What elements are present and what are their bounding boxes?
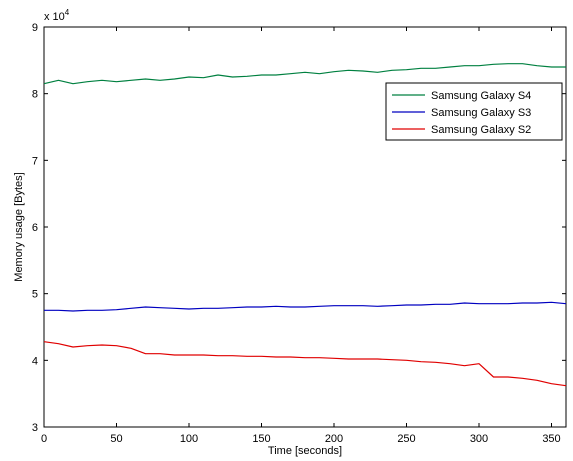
x-tick-label: 250 bbox=[397, 433, 415, 445]
legend-label-s3: Samsung Galaxy S3 bbox=[431, 107, 531, 119]
x-tick-label: 200 bbox=[325, 433, 343, 445]
series-lines bbox=[43, 63, 567, 387]
y-exponent-base: x 10 bbox=[44, 11, 65, 23]
y-tick-label: 7 bbox=[32, 155, 38, 167]
axis-ticks: 0 50 100 150 200 250 300 350 3 4 5 6 7 8 9 bbox=[32, 22, 566, 445]
y-tick-label: 5 bbox=[32, 289, 38, 301]
series-line-2 bbox=[44, 301, 567, 312]
legend: Samsung Galaxy S4 Samsung Galaxy S3 Sams… bbox=[385, 82, 563, 141]
x-tick-label: 350 bbox=[542, 433, 560, 445]
y-tick-label: 4 bbox=[32, 355, 38, 367]
x-tick-label: 300 bbox=[470, 433, 488, 445]
legend-label-s4: Samsung Galaxy S4 bbox=[431, 90, 531, 102]
y-exponent-power: 4 bbox=[65, 8, 70, 17]
legend-label-s2: Samsung Galaxy S2 bbox=[431, 124, 531, 136]
y-exponent-label: x 104 bbox=[44, 8, 70, 23]
series-line-3 bbox=[43, 341, 567, 387]
y-tick-label: 9 bbox=[32, 22, 38, 34]
x-axis-label: Time [seconds] bbox=[268, 445, 342, 457]
y-tick-label: 3 bbox=[32, 422, 38, 434]
x-tick-label: 0 bbox=[41, 433, 47, 445]
y-tick-label: 8 bbox=[32, 89, 38, 101]
y-axis-label: Memory usage [Bytes] bbox=[13, 172, 25, 281]
series-line-1 bbox=[43, 63, 566, 85]
x-tick-label: 150 bbox=[252, 433, 270, 445]
x-tick-label: 100 bbox=[180, 433, 198, 445]
x-tick-label: 50 bbox=[110, 433, 122, 445]
y-tick-label: 6 bbox=[32, 222, 38, 234]
